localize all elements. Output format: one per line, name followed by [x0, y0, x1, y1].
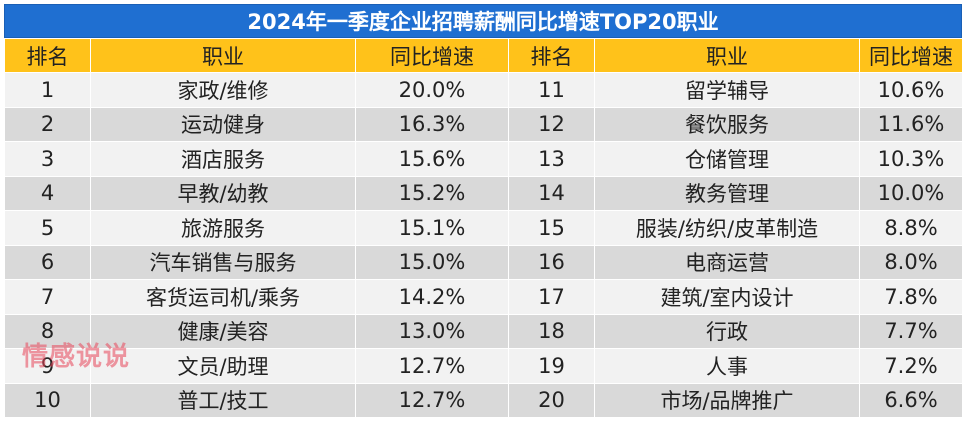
rank-cell: 17 — [508, 279, 595, 315]
job-cell: 客货运司机/乘务 — [90, 279, 356, 315]
table-title: 2024年一季度企业招聘薪酬同比增速TOP20职业 — [4, 4, 962, 38]
rank-cell: 5 — [4, 210, 91, 246]
job-cell: 普工/技工 — [90, 382, 356, 418]
growth-cell: 8.8% — [859, 210, 963, 246]
rank-cell: 15 — [508, 210, 595, 246]
table-row: 9 文员/助理 12.7% 19 人事 7.2% — [4, 348, 963, 384]
job-cell: 电商运营 — [594, 244, 860, 280]
job-cell: 留学辅导 — [594, 72, 860, 108]
table-row: 4 早教/幼教 15.2% 14 教务管理 10.0% — [4, 175, 963, 211]
rank-cell: 6 — [4, 244, 91, 280]
header-job: 职业 — [594, 38, 860, 73]
rank-cell: 8 — [4, 313, 91, 349]
rank-cell: 16 — [508, 244, 595, 280]
growth-cell: 15.0% — [355, 244, 509, 280]
rank-cell: 1 — [4, 72, 91, 108]
job-cell: 健康/美容 — [90, 313, 356, 349]
job-cell: 教务管理 — [594, 175, 860, 211]
job-cell: 文员/助理 — [90, 348, 356, 384]
header-growth: 同比增速 — [859, 38, 963, 73]
job-cell: 家政/维修 — [90, 72, 356, 108]
growth-cell: 12.7% — [355, 382, 509, 418]
job-cell: 旅游服务 — [90, 210, 356, 246]
salary-growth-table: 排名 职业 同比增速 排名 职业 同比增速 1 家政/维修 20.0% 11 留学辅导 1… — [4, 38, 963, 418]
job-cell: 餐饮服务 — [594, 106, 860, 142]
rank-cell: 20 — [508, 382, 595, 418]
growth-cell: 15.1% — [355, 210, 509, 246]
rank-cell: 3 — [4, 141, 91, 177]
table-row: 8 健康/美容 13.0% 18 行政 7.7% — [4, 313, 963, 349]
header-row: 排名 职业 同比增速 排名 职业 同比增速 — [4, 38, 963, 73]
job-cell: 酒店服务 — [90, 141, 356, 177]
growth-cell: 12.7% — [355, 348, 509, 384]
rank-cell: 13 — [508, 141, 595, 177]
growth-cell: 15.2% — [355, 175, 509, 211]
growth-cell: 20.0% — [355, 72, 509, 108]
growth-cell: 7.7% — [859, 313, 963, 349]
table-row: 3 酒店服务 15.6% 13 仓储管理 10.3% — [4, 141, 963, 177]
growth-cell: 7.2% — [859, 348, 963, 384]
job-cell: 运动健身 — [90, 106, 356, 142]
rank-cell: 18 — [508, 313, 595, 349]
growth-cell: 8.0% — [859, 244, 963, 280]
growth-cell: 14.2% — [355, 279, 509, 315]
job-cell: 服装/纺织/皮革制造 — [594, 210, 860, 246]
growth-cell: 10.0% — [859, 175, 963, 211]
job-cell: 早教/幼教 — [90, 175, 356, 211]
rank-cell: 19 — [508, 348, 595, 384]
rank-cell: 14 — [508, 175, 595, 211]
table-row: 6 汽车销售与服务 15.0% 16 电商运营 8.0% — [4, 244, 963, 280]
rank-cell: 7 — [4, 279, 91, 315]
rank-cell: 10 — [4, 382, 91, 418]
rank-cell: 9 — [4, 348, 91, 384]
table-row: 2 运动健身 16.3% 12 餐饮服务 11.6% — [4, 106, 963, 142]
job-cell: 汽车销售与服务 — [90, 244, 356, 280]
header-rank: 排名 — [508, 38, 595, 73]
growth-cell: 10.6% — [859, 72, 963, 108]
rank-cell: 12 — [508, 106, 595, 142]
table-row: 10 普工/技工 12.7% 20 市场/品牌推广 6.6% — [4, 382, 963, 418]
job-cell: 行政 — [594, 313, 860, 349]
table-row: 1 家政/维修 20.0% 11 留学辅导 10.6% — [4, 72, 963, 108]
job-cell: 人事 — [594, 348, 860, 384]
table-body: 1 家政/维修 20.0% 11 留学辅导 10.6% 2 运动健身 16.3% 12 餐饮服务 11… — [4, 72, 963, 418]
growth-cell: 15.6% — [355, 141, 509, 177]
growth-cell: 6.6% — [859, 382, 963, 418]
rank-cell: 11 — [508, 72, 595, 108]
header-rank: 排名 — [4, 38, 91, 73]
job-cell: 仓储管理 — [594, 141, 860, 177]
table-container: 2024年一季度企业招聘薪酬同比增速TOP20职业 排名 职业 同比增速 排名 … — [4, 4, 963, 418]
growth-cell: 16.3% — [355, 106, 509, 142]
header-job: 职业 — [90, 38, 356, 73]
job-cell: 建筑/室内设计 — [594, 279, 860, 315]
rank-cell: 4 — [4, 175, 91, 211]
header-growth: 同比增速 — [355, 38, 509, 73]
table-row: 5 旅游服务 15.1% 15 服装/纺织/皮革制造 8.8% — [4, 210, 963, 246]
table-row: 7 客货运司机/乘务 14.2% 17 建筑/室内设计 7.8% — [4, 279, 963, 315]
job-cell: 市场/品牌推广 — [594, 382, 860, 418]
growth-cell: 11.6% — [859, 106, 963, 142]
growth-cell: 13.0% — [355, 313, 509, 349]
rank-cell: 2 — [4, 106, 91, 142]
growth-cell: 7.8% — [859, 279, 963, 315]
growth-cell: 10.3% — [859, 141, 963, 177]
